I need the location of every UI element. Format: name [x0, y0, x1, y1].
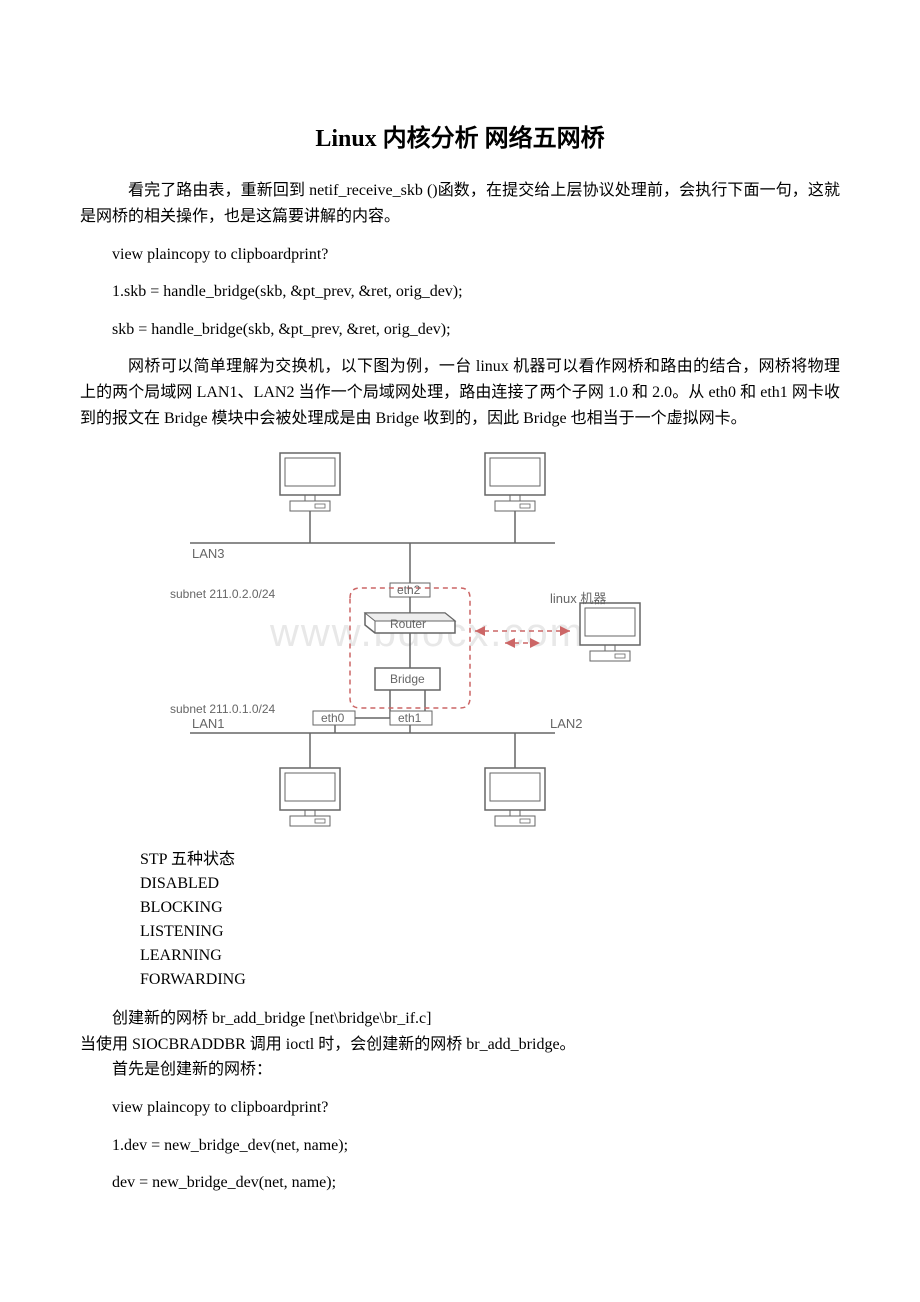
lan3-label: LAN3 [192, 546, 225, 561]
paragraph-3-line-3: 首先是创建新的网桥： [80, 1057, 840, 1083]
code-label-1: view plaincopy to clipboardprint? [80, 242, 840, 268]
dashed-arrow [475, 626, 570, 648]
subnet2-label: subnet 211.0.1.0/24 [170, 702, 276, 716]
computer-bottom-left [280, 768, 340, 826]
paragraph-3-line-1: 创建新的网桥 br_add_bridge [net\bridge\br_if.c… [80, 1006, 840, 1032]
subnet1-label: subnet 211.0.2.0/24 [170, 587, 276, 601]
paragraph-1: 看完了路由表，重新回到 netif_receive_skb ()函数，在提交给上… [80, 178, 840, 229]
code-2-line-1: 1.dev = new_bridge_dev(net, name); [80, 1133, 840, 1159]
paragraph-2: 网桥可以简单理解为交换机，以下图为例，一台 linux 机器可以看作网桥和路由的… [80, 354, 840, 431]
code-1-line-1: 1.skb = handle_bridge(skb, &pt_prev, &re… [80, 279, 840, 305]
stp-state-0: DISABLED [140, 872, 840, 896]
computer-top-right [485, 453, 545, 511]
paragraph-3-line-2: 当使用 SIOCBRADDBR 调用 ioctl 时，会创建新的网桥 br_ad… [80, 1032, 840, 1058]
router-label: Router [390, 617, 426, 631]
stp-state-1: BLOCKING [140, 896, 840, 920]
code-2-line-2: dev = new_bridge_dev(net, name); [80, 1170, 840, 1196]
computer-top-left [280, 453, 340, 511]
document-title: Linux 内核分析 网络五网桥 [80, 120, 840, 158]
computer-linux [580, 603, 640, 661]
code-label-2: view plaincopy to clipboardprint? [80, 1095, 840, 1121]
eth2-label: eth2 [397, 583, 421, 597]
eth0-label: eth0 [321, 711, 345, 725]
stp-states-section: STP 五种状态 DISABLED BLOCKING LISTENING LEA… [140, 848, 840, 992]
stp-state-2: LISTENING [140, 920, 840, 944]
bridge-label: Bridge [390, 672, 425, 686]
diagram-svg: LAN3 subnet 211.0.2.0/24 subnet 211.0.1.… [110, 443, 670, 838]
eth1-label: eth1 [398, 711, 422, 725]
lan1-label: LAN1 [192, 716, 225, 731]
lan2-label: LAN2 [550, 716, 583, 731]
network-diagram: www.bdocx.com [110, 443, 670, 838]
linux-label: linux 机器 [550, 591, 606, 606]
stp-state-4: FORWARDING [140, 968, 840, 992]
computer-bottom-right [485, 768, 545, 826]
code-1-line-2: skb = handle_bridge(skb, &pt_prev, &ret,… [80, 317, 840, 343]
stp-title: STP 五种状态 [140, 848, 840, 872]
stp-state-3: LEARNING [140, 944, 840, 968]
